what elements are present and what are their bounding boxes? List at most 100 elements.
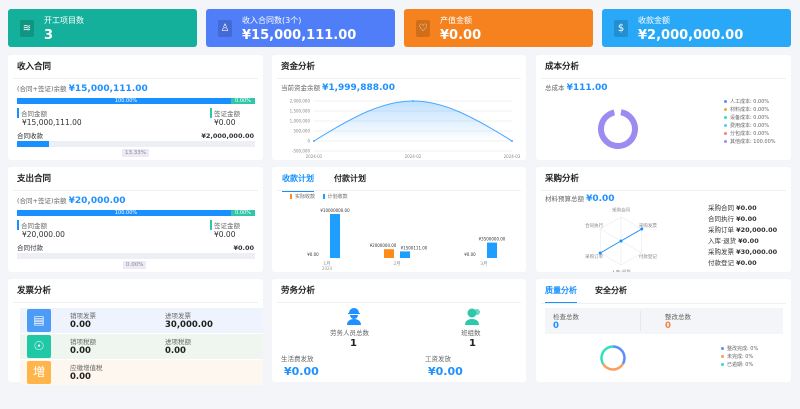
- panel-title: 发票分析: [13, 279, 258, 303]
- bar[interactable]: [400, 251, 410, 258]
- tab-quality[interactable]: 质量分析: [545, 285, 577, 304]
- purchase-item: 采购发票 ¥30,000.00: [708, 248, 778, 256]
- invoice-label: 进项税额: [165, 338, 191, 346]
- y-tick-label: 1,500,000: [290, 109, 311, 114]
- bar[interactable]: [487, 242, 497, 258]
- summary-card[interactable]: ≋ 开工项目数 3: [8, 9, 197, 47]
- radar-axis-label: 采购发票: [639, 222, 657, 229]
- rectify-count: 0: [665, 321, 671, 331]
- tab-payment-plan[interactable]: 付款计划: [334, 174, 366, 183]
- balance-label: 当前资金余额: [281, 84, 320, 92]
- bar[interactable]: [330, 214, 340, 258]
- quality-donut-chart: [600, 345, 626, 371]
- purchase-panel: 采购分析 材料预算总额 ¥0.00 采购合同采购发票付款登记入库·退货 采购订单 合…: [536, 167, 791, 272]
- bar-label: ¥10000000.00: [320, 208, 350, 213]
- y-tick-label: 2,000,000: [290, 99, 311, 104]
- budget-value: ¥0.00: [586, 194, 615, 204]
- quality-legend: 整改完成: 0% 未完成: 0% 已逾期: 0%: [721, 345, 758, 369]
- bar-label: ¥0.00: [464, 252, 476, 257]
- invoice-label: 销项税额: [70, 338, 96, 346]
- radar-axis-label: 采购合同: [612, 207, 630, 214]
- labor-panel: 劳务分析 劳务人员总数 1 班组数 1 生活费发放 ¥0.00 工资发放 ¥0.…: [272, 279, 526, 382]
- contract-progress: 100.00%: [17, 210, 235, 216]
- summary-card-label: 收款金额: [638, 16, 670, 25]
- summary-card-label: 收入合同数(3个): [242, 16, 302, 25]
- bar-label: ¥0.00: [307, 252, 319, 257]
- bar-label: ¥1500111.00: [401, 245, 428, 250]
- panel-title: 支出合同: [13, 167, 258, 191]
- tab-receipt-plan[interactable]: 收款计划: [282, 173, 314, 192]
- summary-card-value: ¥2,000,000.00: [638, 28, 744, 43]
- radar-axis-label: 付款登记: [639, 253, 657, 260]
- fund-area-chart: 2,000,000 1,500,000 1,000,000 500,000 0 -500,…: [290, 99, 521, 160]
- legend-item: 设备成本: 0.00%: [724, 114, 776, 122]
- cost-legend: 人工成本: 0.00% 材料成本: 0.00% 设备成本: 0.00% 费用成本: 0…: [724, 98, 776, 146]
- summary-card-label: 开工项目数: [44, 16, 84, 25]
- invoice-label: 销项发票: [70, 312, 96, 320]
- contract-progress: 100.00%: [17, 98, 235, 104]
- money-bag-icon: $: [614, 20, 628, 37]
- y-tick-label: 500,000: [293, 129, 310, 134]
- contract-amount: ¥20,000.00: [22, 230, 65, 239]
- bar-label: ¥2000000.00: [370, 243, 397, 248]
- legend-item: 未完成: 0%: [721, 353, 758, 361]
- teams-label: 班组数: [461, 329, 481, 337]
- bar[interactable]: [384, 249, 394, 258]
- visa-amount: ¥0.00: [214, 230, 236, 239]
- hand-coin-icon: ☉: [27, 335, 51, 358]
- fund-analysis-panel: 资金分析 当前资金余额 ¥1,999,888.00 2,000,000 1,500…: [272, 55, 526, 160]
- plan-panel: 收款计划 付款计划 实际收款 计划收款 ¥0.00 ¥10000000.00 1月 ¥…: [272, 167, 526, 272]
- data-point: [412, 100, 414, 103]
- visa-progress: 0.00%: [231, 210, 255, 216]
- x-sub-label: 2024: [322, 266, 333, 271]
- legend-item: 人工成本: 0.00%: [724, 98, 776, 106]
- radar-point: [598, 251, 602, 255]
- workers-label: 劳务人员总数: [330, 329, 369, 337]
- legend-item: 材料成本: 0.00%: [724, 106, 776, 114]
- legend-item: 费用成本: 0.00%: [724, 122, 776, 130]
- purchase-item: 入库·退货 ¥0.00: [708, 237, 759, 245]
- legend-item: 其他成本: 100.00%: [724, 138, 776, 146]
- visa-progress: 0.00%: [231, 98, 255, 104]
- summary-card[interactable]: ♙ 收入合同数(3个) ¥15,000,111.00: [206, 9, 395, 47]
- radar-axis-label: 入库·退货: [611, 269, 631, 273]
- area-fill: [314, 101, 512, 141]
- contract-amount: ¥15,000,111.00: [22, 118, 82, 127]
- income-contract-panel: 收入合同 (合同+签证)余额 ¥15,000,111.00 100.00% 0.…: [8, 55, 263, 160]
- receipt-pct: 13.33%: [122, 149, 149, 157]
- contract-amount-label: 合同金额: [17, 220, 47, 230]
- tab-safety[interactable]: 安全分析: [595, 286, 627, 295]
- visa-amount-label: 签证金额: [210, 108, 240, 118]
- quality-stats: 检查总数 0 整改总数 0: [545, 308, 783, 334]
- summary-card[interactable]: ♡ 产值金额 ¥0.00: [404, 9, 593, 47]
- expense-contract-panel: 支出合同 (合同+签证)余额 ¥20,000.00 100.00% 0.00% …: [8, 167, 263, 272]
- teams-count: 1: [469, 338, 476, 349]
- legend-item: 已逾期: 0%: [721, 361, 758, 369]
- invoice-value: 0.00: [165, 346, 186, 356]
- payment-amount: ¥0.00: [233, 244, 254, 252]
- invoice-row: ▤ 销项发票 0.00 进项发票 30,000.00: [20, 308, 263, 333]
- data-point: [511, 140, 513, 142]
- workers-count: 1: [350, 338, 357, 349]
- x-tick-label: 2024-01: [306, 154, 323, 159]
- stamp-icon: ♙: [218, 20, 232, 37]
- payment-progress: [17, 253, 255, 259]
- summary-card-label: 产值金额: [440, 16, 472, 25]
- purchase-item: 付款登记 ¥0.00: [708, 259, 757, 267]
- purchase-item: 合同执行 ¥0.00: [708, 215, 757, 223]
- y-tick-label: 1,000,000: [290, 119, 311, 124]
- invoice-row: 増 应缴增值税 0.00: [20, 360, 263, 385]
- invoice-value: 30,000.00: [165, 320, 213, 330]
- radar-axis-label: 采购订单: [585, 253, 603, 260]
- quality-panel: 质量分析 安全分析 检查总数 0 整改总数 0 整改完成: 0% 未完成: 0% 已…: [536, 279, 791, 382]
- living-expense-label: 生活费发放: [281, 355, 314, 363]
- check-count: 0: [553, 321, 559, 331]
- panel-title: 成本分析: [541, 55, 786, 79]
- visa-amount-label: 签证金额: [210, 220, 240, 230]
- radar-point: [640, 227, 644, 231]
- summary-card[interactable]: $ 收款金额 ¥2,000,000.00: [602, 9, 791, 47]
- layers-icon: ≋: [20, 20, 34, 37]
- living-expense-value: ¥0.00: [284, 365, 319, 378]
- summary-card-value: 3: [44, 28, 54, 43]
- balance-value: ¥1,999,888.00: [322, 83, 395, 93]
